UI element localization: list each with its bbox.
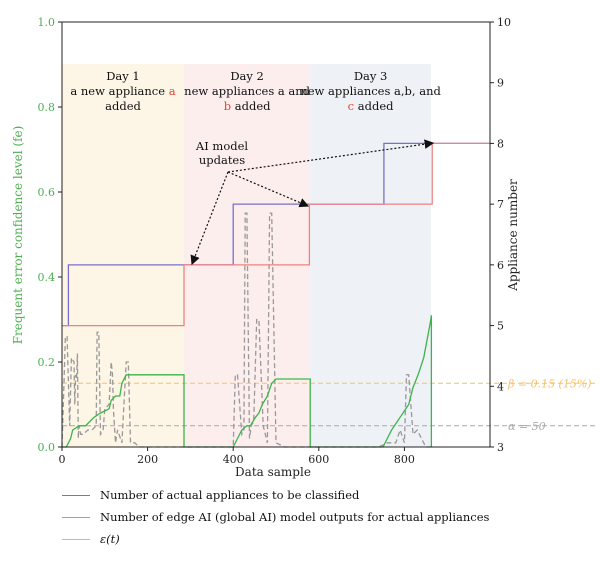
right-tick-label: 3: [497, 441, 504, 454]
x-tick-label: 600: [308, 453, 329, 466]
day-2-line-1: Day 2: [230, 69, 264, 83]
day-3-line-2: new appliances a,b, and: [300, 84, 441, 98]
day-3-line-3: c added: [348, 99, 394, 113]
x-tick-label: 800: [394, 453, 415, 466]
legend-swatch-epsilon: [62, 538, 90, 540]
update-arrow-2: [227, 171, 310, 208]
legend-swatch-actual: [62, 494, 90, 496]
x-tick-label: 200: [137, 453, 158, 466]
left-tick-label: 0.8: [38, 101, 56, 114]
day-region-2: [183, 64, 311, 447]
left-tick-label: 0.0: [38, 441, 56, 454]
legend-swatch-edge-ai: [62, 516, 90, 518]
x-tick-label: 400: [223, 453, 244, 466]
day-1-line-2: a new appliance a: [70, 84, 175, 98]
legend-label-epsilon: ε(t): [100, 532, 120, 546]
plot-frame: [61, 21, 491, 448]
day-2-line-2: new appliances a and: [184, 84, 310, 98]
legend-item-actual: Number of actual appliances to be classi…: [62, 484, 582, 506]
left-axis-title: Frequent error confidence level (fe): [11, 126, 25, 345]
axes-layer: 0.0 0.2 0.4 0.6 0.8 1.0 3 4 5 6 7 8 9 10 0 200 400 600 800: [38, 16, 512, 466]
day-1-line-1: Day 1: [106, 69, 140, 83]
right-tick-label: 8: [497, 137, 504, 150]
update-arrow-3: [227, 139, 435, 173]
series-actual-appliances: [62, 142, 490, 327]
legend: Number of actual appliances to be classi…: [62, 484, 582, 550]
beta-threshold-label: β = 0.15 (15%): [507, 377, 592, 390]
update-arrow-1: [190, 171, 229, 266]
x-tick-label: 0: [59, 453, 66, 466]
x-axis-title: Data sample: [235, 465, 311, 479]
series-edge-ai-outputs: [62, 142, 490, 327]
right-tick-label: 4: [497, 380, 504, 393]
right-tick-label: 7: [497, 198, 504, 211]
right-tick-label: 5: [497, 320, 504, 333]
series-fe: [62, 315, 433, 448]
left-tick-label: 0.6: [38, 186, 56, 199]
annotation-line-2: updates: [199, 153, 245, 167]
left-tick-label: 0.2: [38, 356, 56, 369]
legend-item-edge-ai: Number of edge AI (global AI) model outp…: [62, 506, 582, 528]
legend-item-epsilon: ε(t): [62, 528, 582, 550]
day-1-line-3: added: [105, 99, 141, 113]
alpha-threshold-label: α = 50: [508, 420, 546, 433]
left-tick-label: 1.0: [38, 16, 56, 29]
day-2-line-3: b added: [224, 99, 271, 113]
legend-label-edge-ai: Number of edge AI (global AI) model outp…: [100, 510, 490, 524]
right-tick-label: 6: [497, 259, 504, 272]
right-tick-label: 10: [497, 16, 511, 29]
day-region-1: [62, 64, 184, 447]
right-axis-title: Appliance number: [506, 179, 520, 292]
legend-label-actual: Number of actual appliances to be classi…: [100, 488, 360, 502]
left-tick-label: 0.4: [38, 271, 56, 284]
day-3-line-1: Day 3: [354, 69, 388, 83]
annotation-line-1: AI model: [195, 139, 248, 153]
threshold-lines: β = 0.15 (15%) α = 50: [62, 377, 596, 433]
right-tick-label: 9: [497, 77, 504, 90]
